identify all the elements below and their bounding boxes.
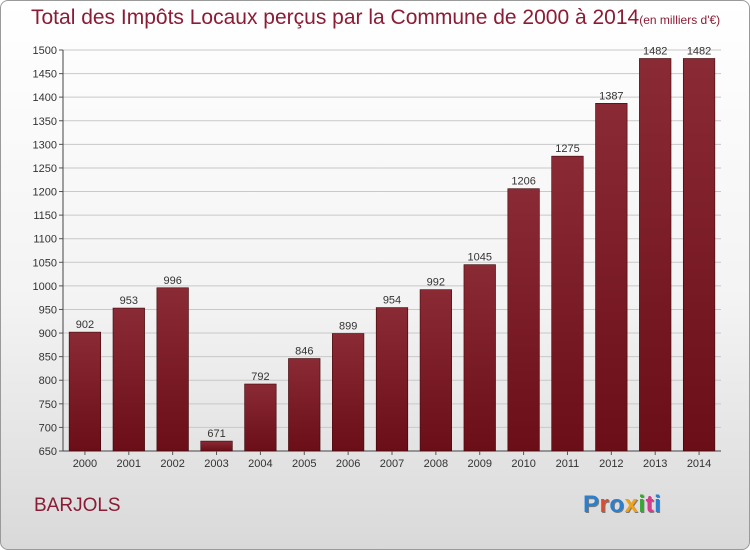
- y-tick-label: 1400: [33, 92, 57, 104]
- y-tick-label: 750: [39, 399, 57, 411]
- x-tick-label: 2007: [380, 458, 404, 470]
- y-tick-label: 700: [39, 422, 57, 434]
- chart-title-main: Total des Impôts Locaux perçus par la Co…: [31, 6, 640, 29]
- y-tick-label: 1300: [33, 139, 57, 151]
- x-tick-label: 2011: [556, 458, 580, 470]
- logo-letter: x: [624, 491, 639, 518]
- x-tick-label: 2014: [687, 458, 711, 470]
- y-tick-label: 800: [39, 375, 57, 387]
- chart-title-unit: (en milliers d'€): [639, 13, 721, 27]
- y-tick-label: 1150: [33, 210, 57, 222]
- bar-value-label: 954: [383, 295, 401, 307]
- bar-2005: [288, 358, 321, 452]
- commune-name: BARJOLS: [34, 495, 121, 516]
- bar-value-label: 996: [163, 275, 181, 287]
- x-tick-label: 2008: [424, 458, 448, 470]
- logo-letter: o: [609, 491, 625, 518]
- bar-2009: [463, 264, 496, 452]
- x-tick-label: 2006: [336, 458, 360, 470]
- bar-value-label: 1206: [511, 176, 535, 188]
- bar-value-label: 1045: [467, 252, 491, 264]
- bar-2011: [551, 155, 584, 452]
- x-tick-label: 2009: [467, 458, 491, 470]
- x-tick-label: 2013: [643, 458, 667, 470]
- bar-value-label: 902: [76, 319, 94, 331]
- y-tick-label: 1000: [33, 281, 57, 293]
- bar-2006: [332, 333, 365, 452]
- bar-2008: [419, 289, 452, 452]
- chart-title: Total des Impôts Locaux perçus par la Co…: [31, 6, 720, 30]
- bar-2000: [68, 331, 102, 452]
- y-tick-label: 650: [39, 446, 57, 458]
- y-tick-label: 1450: [33, 69, 57, 81]
- x-tick-label: 2000: [73, 458, 97, 470]
- x-tick-label: 2004: [248, 458, 272, 470]
- logo-letter: t: [645, 491, 655, 518]
- bar-2014: [682, 58, 716, 452]
- bar-2004: [244, 383, 277, 452]
- bar-2007: [375, 307, 409, 452]
- bar-value-label: 1387: [599, 90, 623, 102]
- logo-letter: i: [638, 491, 646, 518]
- logo-letter: r: [599, 491, 610, 518]
- bar-2003: [200, 440, 233, 452]
- proxiti-logo: Proxiti: [583, 491, 661, 519]
- bar-value-label: 992: [427, 277, 445, 289]
- x-tick-label: 2002: [160, 458, 184, 470]
- y-tick-label: 1350: [33, 116, 57, 128]
- bar-2012: [595, 103, 628, 452]
- x-tick-label: 2003: [204, 458, 228, 470]
- bar-2002: [156, 287, 189, 452]
- x-tick-label: 2001: [117, 458, 141, 470]
- y-tick-label: 1100: [33, 234, 57, 246]
- y-tick-label: 1250: [33, 163, 57, 175]
- bar-2010: [507, 188, 540, 452]
- x-tick-label: 2005: [292, 458, 316, 470]
- bar-value-label: 671: [207, 428, 225, 440]
- y-tick-label: 1200: [33, 187, 57, 199]
- bar-value-label: 792: [251, 371, 269, 383]
- bar-value-label: 846: [295, 346, 313, 358]
- bar-value-label: 953: [120, 295, 138, 307]
- logo-letter: i: [654, 491, 662, 518]
- bar-value-label: 1482: [643, 45, 667, 57]
- logo-letter: P: [583, 491, 600, 518]
- y-tick-label: 950: [39, 304, 57, 316]
- x-tick-label: 2012: [599, 458, 623, 470]
- bar-value-label: 899: [339, 321, 357, 333]
- bar-value-label: 1275: [555, 143, 579, 155]
- x-tick-label: 2010: [511, 458, 535, 470]
- y-tick-label: 1500: [33, 45, 57, 57]
- y-tick-label: 850: [39, 352, 57, 364]
- y-tick-label: 900: [39, 328, 57, 340]
- bar-2013: [639, 58, 672, 452]
- y-tick-label: 1050: [33, 257, 57, 269]
- bar-2001: [112, 307, 145, 452]
- bar-value-label: 1482: [687, 45, 711, 57]
